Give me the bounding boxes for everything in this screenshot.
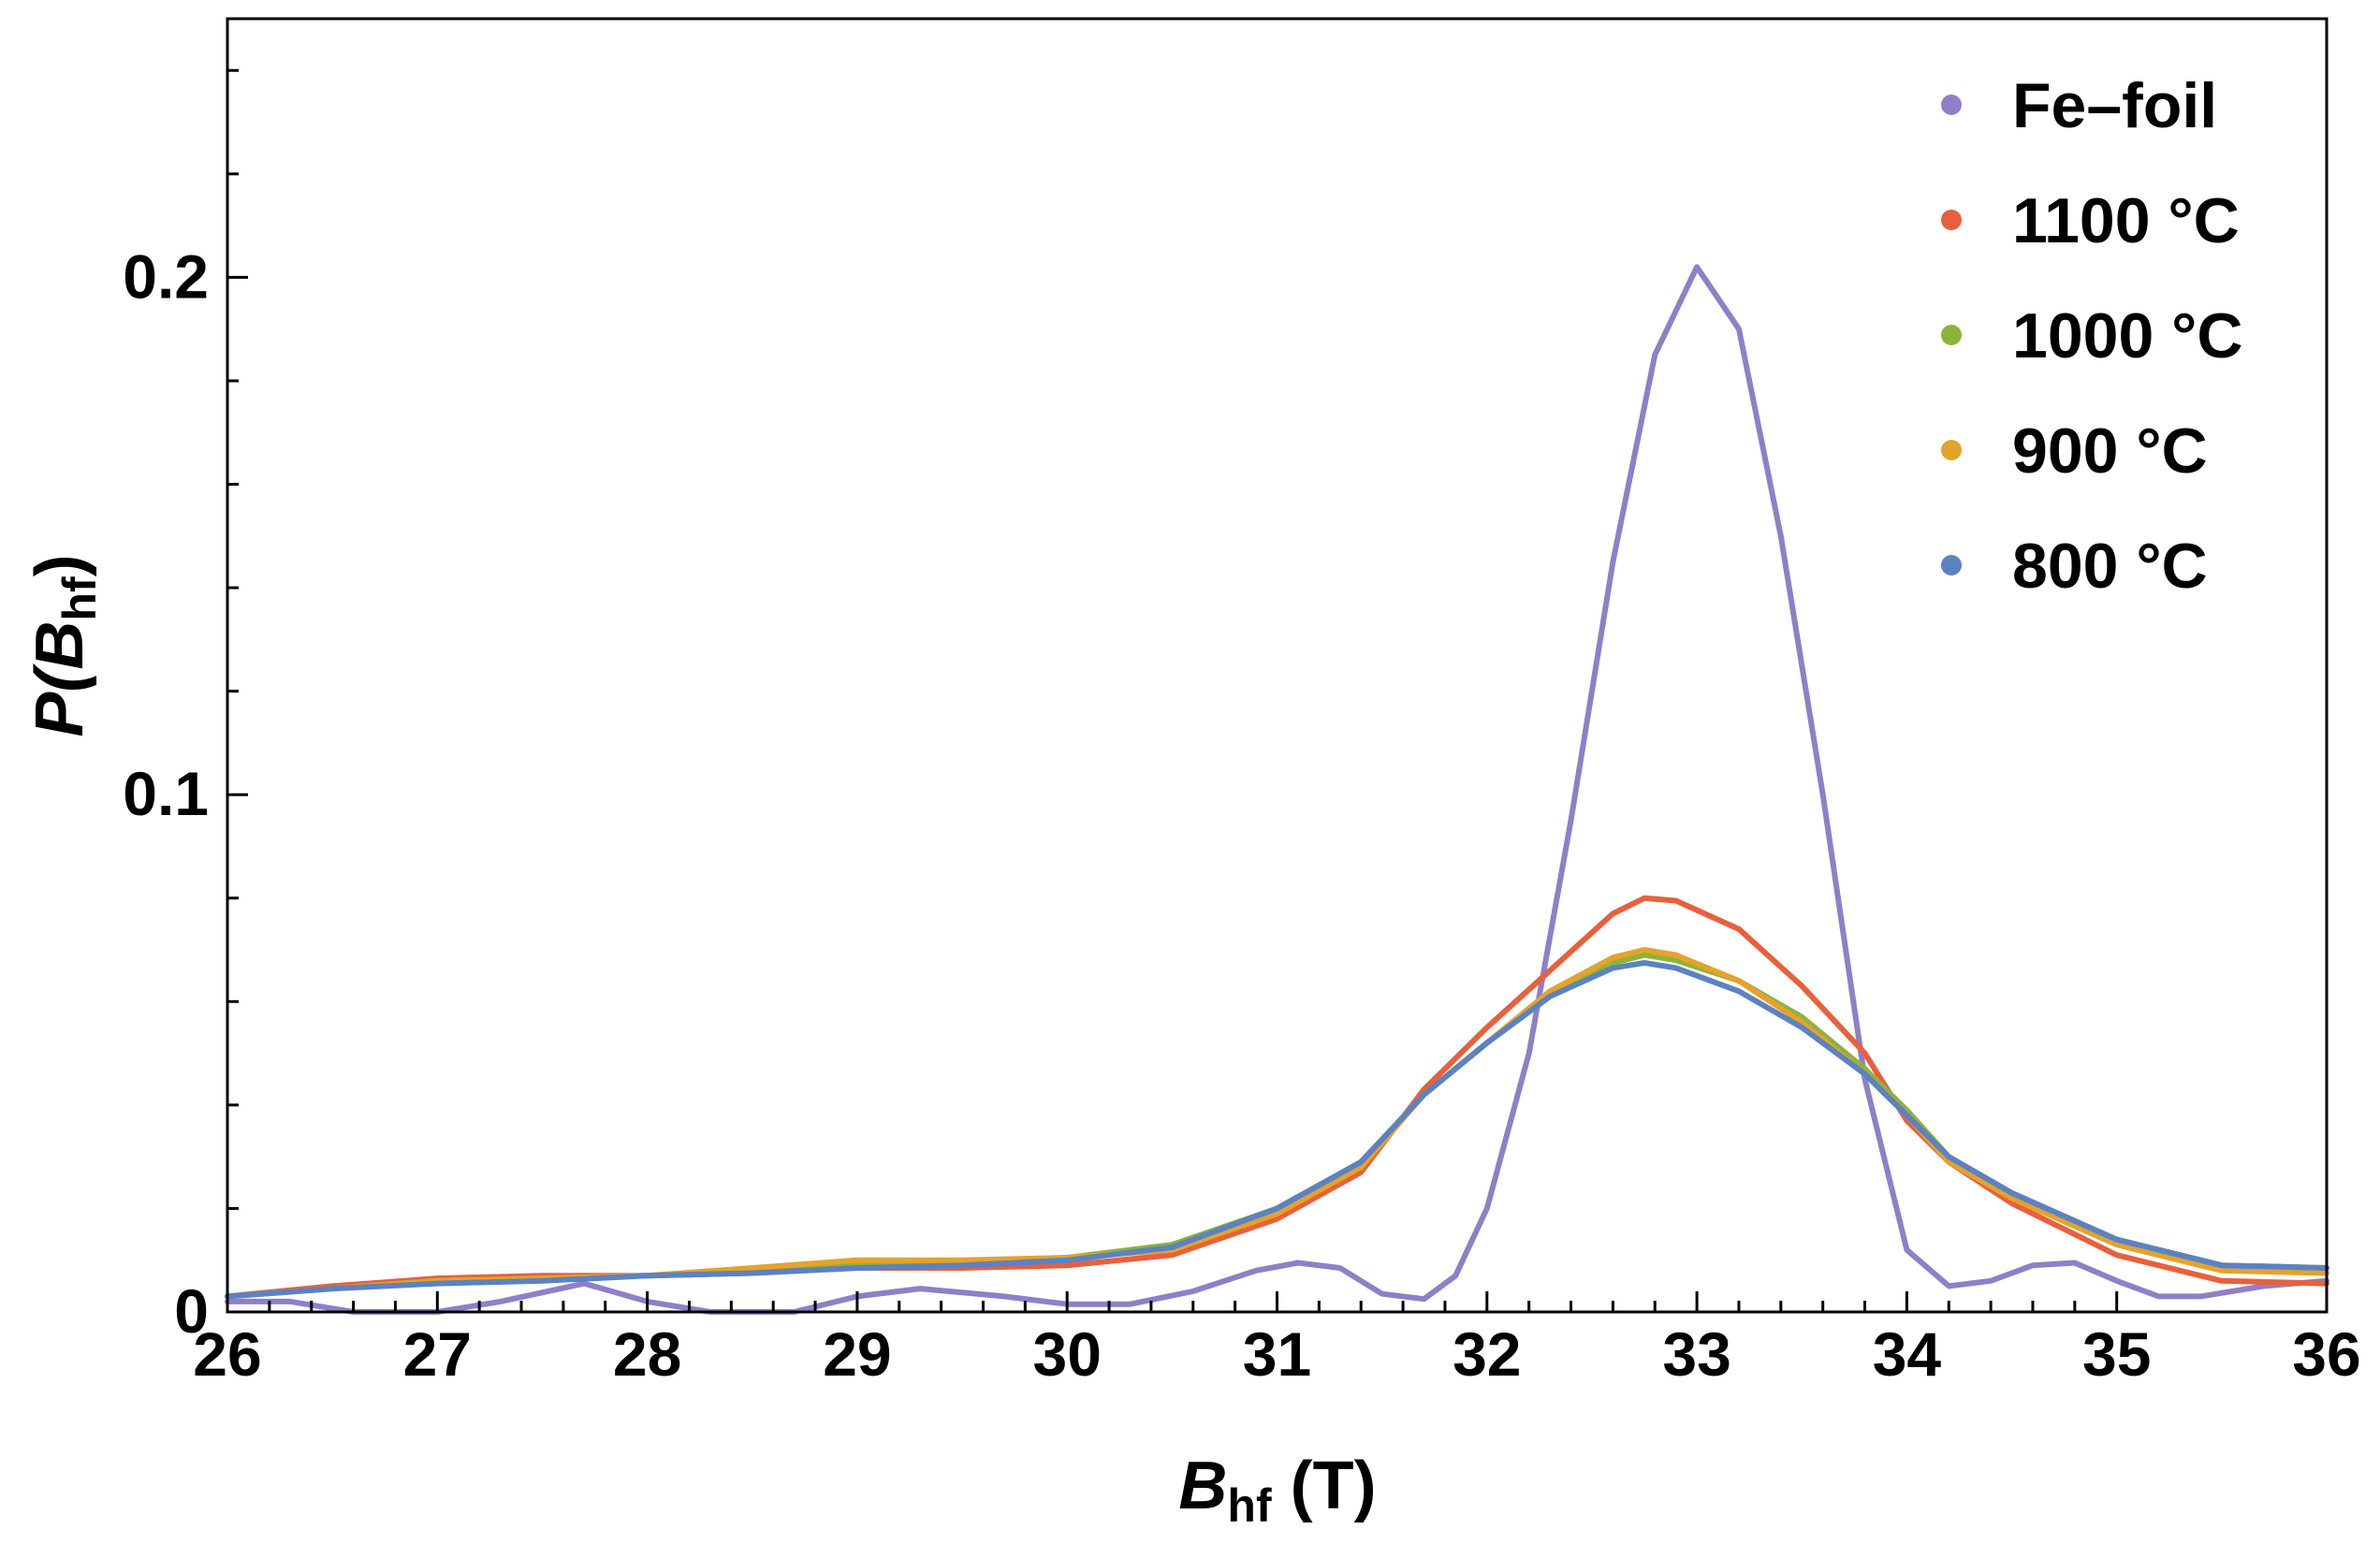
- x-tick-label: 28: [613, 1319, 681, 1389]
- series-line-2: [225, 952, 2329, 1300]
- x-tick-label: 32: [1453, 1319, 1521, 1389]
- legend-label: 1000 °C: [2012, 300, 2242, 371]
- x-axis-label: Bhf (T): [1178, 1449, 1376, 1532]
- x-tick-label: 26: [193, 1319, 261, 1389]
- y-axis-label: P(Bhf): [22, 554, 106, 736]
- legend-label: Fe–foil: [2012, 70, 2217, 141]
- series-line-3: [225, 947, 2329, 1300]
- legend-marker: [1941, 325, 1962, 345]
- y-tick-label: 0: [174, 1276, 209, 1346]
- legend-label: 800 °C: [2012, 531, 2208, 602]
- legend-marker: [1941, 95, 1962, 115]
- legend-marker: [1941, 210, 1962, 230]
- x-tick-label: 29: [823, 1319, 891, 1389]
- x-tick-label: 34: [1873, 1319, 1942, 1389]
- y-ticks: 0 0.1 0.2: [123, 68, 248, 1346]
- series-lines: [225, 264, 2329, 1315]
- series-line-1: [225, 895, 2329, 1300]
- x-tick-label: 35: [2082, 1319, 2151, 1389]
- legend-label: 1100 °C: [2012, 185, 2240, 256]
- x-tick-label: 27: [403, 1319, 472, 1389]
- y-tick-label: 0.2: [123, 241, 209, 311]
- series-line-4: [225, 959, 2329, 1300]
- legend-marker: [1941, 440, 1962, 460]
- x-tick-label: 30: [1032, 1319, 1101, 1389]
- x-tick-label: 31: [1243, 1319, 1311, 1389]
- legend-marker: [1941, 555, 1962, 575]
- x-ticks: 26 27 28 29 30 31 32 33 34 35 36: [193, 1291, 2361, 1389]
- legend-label: 900 °C: [2012, 415, 2208, 487]
- x-tick-label: 36: [2292, 1319, 2360, 1389]
- y-tick-label: 0.1: [123, 759, 209, 828]
- legend: Fe–foil 1100 °C 1000 °C 900 °C 800 °C: [1941, 70, 2242, 602]
- x-tick-label: 33: [1662, 1319, 1730, 1389]
